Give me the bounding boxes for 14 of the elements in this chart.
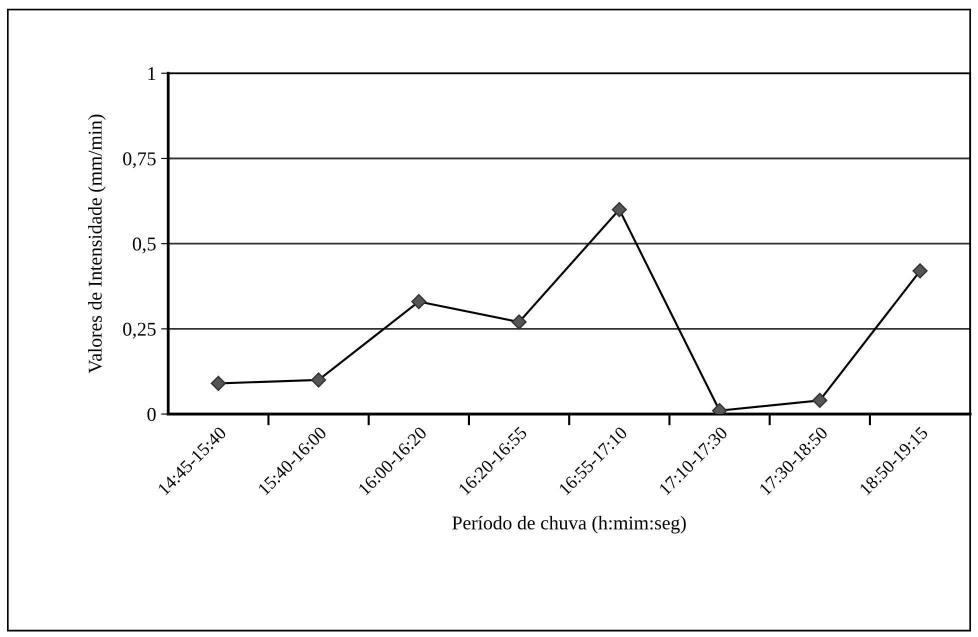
y-tick-label: 0,5 bbox=[132, 237, 156, 254]
point bbox=[912, 263, 928, 278]
y-tick-label: 1 bbox=[148, 67, 156, 80]
y-tick-label: 0,75 bbox=[123, 152, 156, 168]
point bbox=[512, 314, 527, 330]
point bbox=[210, 376, 226, 391]
x-axis-title: Período de chuva (h:mim:seg) bbox=[452, 516, 686, 534]
point bbox=[411, 294, 426, 310]
point bbox=[311, 372, 326, 388]
y-tick-label: 0 bbox=[147, 408, 156, 421]
point bbox=[812, 392, 828, 408]
y-axis-title: Valores de Intensidade (mm/min) bbox=[88, 114, 106, 374]
y-tick-label: 0,25 bbox=[123, 322, 156, 339]
point bbox=[612, 202, 627, 218]
